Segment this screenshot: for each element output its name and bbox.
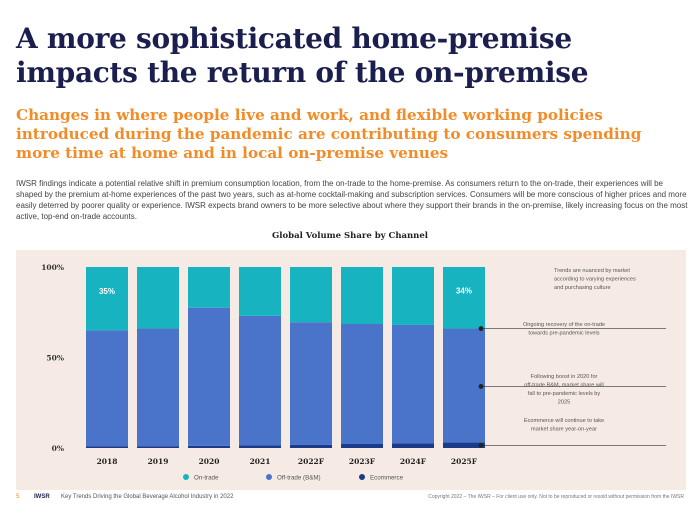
y-tick-label: 0%	[52, 444, 64, 453]
annotation-text: fall to pre-pandemic levels by	[528, 391, 601, 397]
annotation-text: according to varying experiences	[554, 277, 636, 283]
bar-on-trade-2020	[188, 267, 230, 308]
x-tick-label: 2021	[250, 457, 271, 466]
footer-copyright: Copyright 2022 – The IWSR – For client u…	[428, 494, 684, 500]
bar-ecommerce-2020	[188, 445, 230, 448]
legend-swatch-ecommerce	[359, 474, 365, 480]
data-label: 35%	[99, 287, 115, 296]
x-tick-label: 2022F	[298, 457, 325, 466]
annotation-text: and purchasing culture	[554, 285, 611, 291]
bar-ecommerce-2022f	[290, 444, 332, 448]
x-tick-label: 2025F	[451, 457, 478, 466]
bar-on-trade-2024f	[392, 267, 434, 325]
y-tick-label: 100%	[41, 263, 64, 272]
bar-off-trade-b-m-2025f	[443, 328, 485, 443]
annotation-text: Following boost in 2020 for	[531, 374, 598, 380]
page-number: 5	[16, 494, 20, 500]
annotation-text: Ongoing recovery of the on-trade	[523, 322, 605, 328]
bar-off-trade-b-m-2023f	[341, 324, 383, 445]
annotation-text: off-trade B&M, market share will	[524, 383, 603, 389]
x-tick-label: 2020	[199, 457, 220, 466]
legend-label: Off-trade (B&M)	[277, 475, 321, 482]
bar-ecommerce-2021	[239, 445, 281, 448]
page-subtitle: Changes in where people live and work, a…	[16, 106, 642, 162]
x-tick-label: 2018	[97, 457, 118, 466]
bar-on-trade-2023f	[341, 267, 383, 325]
bar-off-trade-b-m-2021	[239, 315, 281, 446]
x-tick-label: 2019	[148, 457, 169, 466]
bar-off-trade-b-m-2020	[188, 307, 230, 446]
annotation-text: Trends are nuanced by market	[554, 268, 630, 274]
bar-off-trade-b-m-2024f	[392, 324, 434, 444]
annotation-text: 2025	[558, 400, 570, 406]
legend-label: On-trade	[194, 475, 219, 482]
legend-label: Ecommerce	[370, 475, 404, 482]
bar-off-trade-b-m-2018	[86, 330, 128, 447]
bar-on-trade-2022f	[290, 267, 332, 323]
bar-ecommerce-2025f	[443, 442, 485, 448]
legend-swatch-on-trade	[183, 474, 189, 480]
chart-title: Global Volume Share by Channel	[271, 231, 428, 241]
bar-ecommerce-2018	[86, 446, 128, 448]
x-tick-label: 2023F	[349, 457, 376, 466]
bar-ecommerce-2024f	[392, 443, 434, 448]
bar-off-trade-b-m-2022f	[290, 322, 332, 445]
bar-off-trade-b-m-2019	[137, 328, 179, 447]
bar-on-trade-2018	[86, 267, 128, 331]
y-tick-label: 50%	[46, 354, 64, 363]
stacked-bar-chart: 0% 50% 100% 2018 2019 2020 2021 2022F 2023F 2024F…	[41, 263, 666, 482]
bar-on-trade-2021	[239, 267, 281, 316]
footer-brand: IWSR	[34, 494, 50, 500]
bar-on-trade-2019	[137, 267, 179, 329]
annotation-text: towards pre-pandemic levels	[528, 331, 599, 337]
body-paragraph: IWSR findings indicate a potential relat…	[16, 179, 688, 221]
legend-swatch-off-trade-b-m	[266, 474, 272, 480]
bar-ecommerce-2023f	[341, 444, 383, 448]
annotation-text: market share year-on-year	[531, 427, 597, 433]
bar-on-trade-2025f	[443, 267, 485, 329]
x-tick-label: 2024F	[400, 457, 427, 466]
data-label: 34%	[456, 286, 472, 295]
bar-ecommerce-2019	[137, 446, 179, 448]
page-title: A more sophisticated home-premise impact…	[16, 22, 589, 89]
annotation-dot	[478, 326, 484, 331]
annotation-dot	[478, 442, 484, 448]
footer-report-title: Key Trends Driving the Global Beverage A…	[61, 494, 234, 500]
annotation-dot	[478, 384, 484, 389]
annotation-text: Ecommerce will continue to take	[524, 418, 604, 424]
footer: 5 IWSR Key Trends Driving the Global Bev…	[0, 494, 700, 506]
